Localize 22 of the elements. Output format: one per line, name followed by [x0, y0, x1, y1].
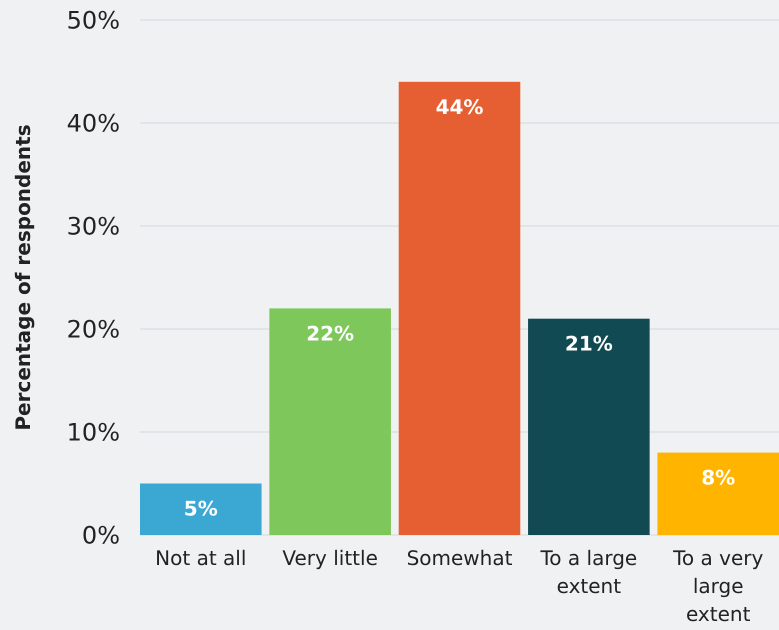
data-label: 8% [701, 466, 736, 490]
y-tick-label: 40% [66, 109, 120, 138]
data-label: 5% [184, 496, 218, 520]
y-axis-title: Percentage of respondents [11, 124, 35, 431]
x-tick-label: Not at all [155, 546, 246, 570]
y-tick-label: 50% [66, 6, 120, 34]
data-label: 44% [436, 94, 484, 119]
y-tick-label: 30% [66, 212, 120, 240]
data-label: 22% [306, 321, 354, 346]
bar [269, 308, 391, 535]
x-tick-label: Very little [282, 546, 378, 570]
bar [528, 318, 650, 535]
bar [140, 484, 262, 535]
x-tick-label: To a very large extent [672, 546, 764, 626]
bar [398, 82, 520, 535]
y-tick-label: 0% [82, 521, 120, 550]
data-label: 21% [564, 332, 613, 356]
bar [657, 452, 779, 535]
y-tick-label: 10% [66, 418, 120, 446]
x-tick-label: To a large extent [539, 546, 638, 598]
x-tick-label: Somewhat [406, 546, 513, 570]
y-tick-label: 20% [66, 315, 120, 344]
